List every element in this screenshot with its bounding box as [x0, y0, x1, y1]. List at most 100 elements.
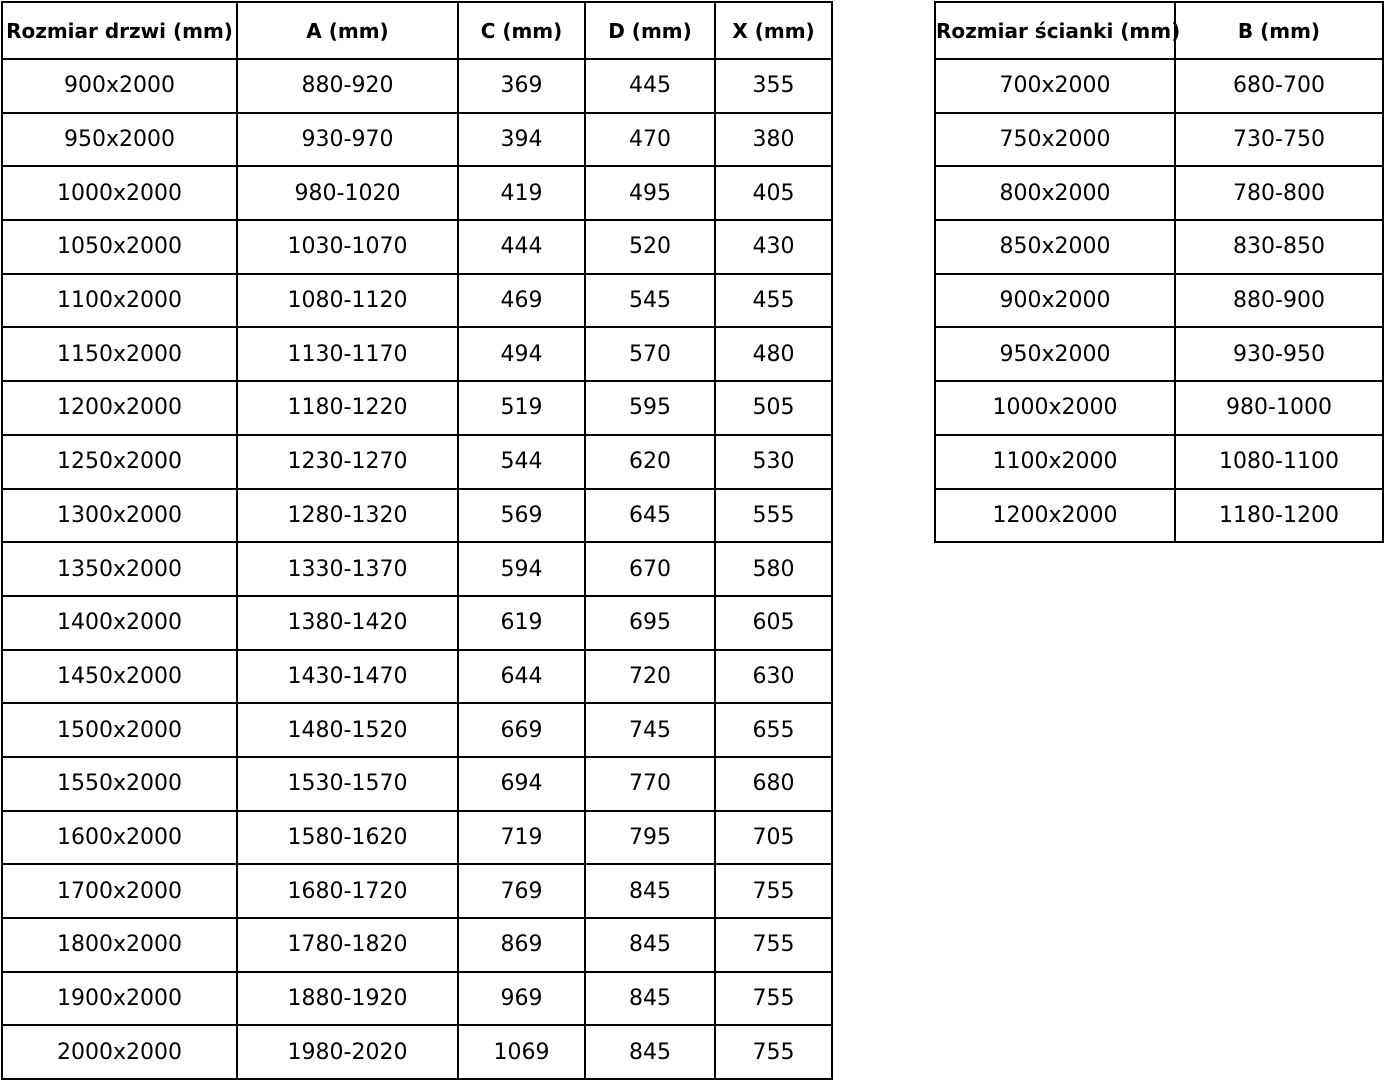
table-row: 1250x2000 1230-1270 544 620 530: [1, 433, 833, 490]
table-row: 900x2000 880-900: [934, 272, 1384, 329]
cell-c: 769: [457, 863, 586, 919]
cell-size: 900x2000: [1, 58, 238, 114]
cell-a: 1380-1420: [236, 594, 459, 651]
door-table-body: 900x2000 880-920 369 445 355 950x2000 930-970 3…: [1, 58, 833, 1081]
cell-b: 780-800: [1174, 165, 1384, 222]
cell-x: 605: [714, 594, 833, 651]
column-header-c: C (mm): [457, 1, 586, 60]
cell-x: 355: [714, 58, 833, 114]
cell-x: 630: [714, 648, 833, 705]
cell-d: 520: [584, 219, 716, 275]
cell-x: 755: [714, 970, 833, 1027]
cell-x: 405: [714, 165, 833, 222]
cell-a: 1580-1620: [236, 809, 459, 866]
cell-c: 694: [457, 755, 586, 812]
cell-size: 1300x2000: [1, 487, 238, 544]
column-header-x: X (mm): [714, 1, 833, 60]
cell-c: 719: [457, 809, 586, 866]
cell-a: 1480-1520: [236, 702, 459, 758]
table-header-row: Rozmiar drzwi (mm) A (mm) C (mm) D (mm) …: [1, 1, 833, 60]
cell-c: 544: [457, 433, 586, 490]
cell-size: 1200x2000: [934, 487, 1176, 544]
cell-d: 695: [584, 594, 716, 651]
cell-x: 455: [714, 272, 833, 329]
cell-a: 1080-1120: [236, 272, 459, 329]
column-header-b: B (mm): [1174, 1, 1384, 60]
cell-b: 1180-1200: [1174, 487, 1384, 544]
cell-a: 1330-1370: [236, 541, 459, 597]
cell-c: 469: [457, 272, 586, 329]
cell-x: 655: [714, 702, 833, 758]
cell-a: 980-1020: [236, 165, 459, 222]
cell-c: 369: [457, 58, 586, 114]
table-row: 1700x2000 1680-1720 769 845 755: [1, 863, 833, 919]
cell-size: 1500x2000: [1, 702, 238, 758]
cell-a: 1280-1320: [236, 487, 459, 544]
wall-table-head: Rozmiar ścianki (mm) B (mm): [934, 1, 1384, 60]
table-row: 1800x2000 1780-1820 869 845 755: [1, 917, 833, 973]
cell-d: 545: [584, 272, 716, 329]
cell-size: 1550x2000: [1, 755, 238, 812]
table-row: 950x2000 930-970 394 470 380: [1, 111, 833, 168]
table-row: 2000x2000 1980-2020 1069 845 755: [1, 1024, 833, 1081]
cell-b: 930-950: [1174, 326, 1384, 383]
cell-x: 530: [714, 433, 833, 490]
cell-a: 1230-1270: [236, 433, 459, 490]
cell-size: 1400x2000: [1, 594, 238, 651]
cell-size: 1000x2000: [1, 165, 238, 222]
cell-b: 680-700: [1174, 58, 1384, 114]
cell-d: 620: [584, 433, 716, 490]
cell-size: 1800x2000: [1, 917, 238, 973]
cell-a: 1680-1720: [236, 863, 459, 919]
cell-c: 594: [457, 541, 586, 597]
table-row: 1200x2000 1180-1220 519 595 505: [1, 380, 833, 436]
table-row: 1150x2000 1130-1170 494 570 480: [1, 326, 833, 383]
cell-c: 1069: [457, 1024, 586, 1081]
column-header-wall-size: Rozmiar ścianki (mm): [934, 1, 1180, 60]
cell-c: 569: [457, 487, 586, 544]
table-row: 1450x2000 1430-1470 644 720 630: [1, 648, 833, 705]
cell-c: 494: [457, 326, 586, 383]
table-row: 800x2000 780-800: [934, 165, 1384, 222]
cell-x: 580: [714, 541, 833, 597]
cell-x: 505: [714, 380, 833, 436]
cell-a: 1180-1220: [236, 380, 459, 436]
cell-d: 770: [584, 755, 716, 812]
table-row: 750x2000 730-750: [934, 111, 1384, 168]
cell-c: 519: [457, 380, 586, 436]
table-row: 1350x2000 1330-1370 594 670 580: [1, 541, 833, 597]
cell-size: 2000x2000: [1, 1024, 238, 1081]
table-row: 850x2000 830-850: [934, 219, 1384, 275]
cell-size: 800x2000: [934, 165, 1176, 222]
cell-c: 969: [457, 970, 586, 1027]
cell-size: 950x2000: [1, 111, 238, 168]
cell-c: 444: [457, 219, 586, 275]
cell-a: 930-970: [236, 111, 459, 168]
table-row: 1100x2000 1080-1120 469 545 455: [1, 272, 833, 329]
cell-d: 720: [584, 648, 716, 705]
cell-d: 595: [584, 380, 716, 436]
cell-x: 755: [714, 917, 833, 973]
cell-d: 645: [584, 487, 716, 544]
cell-size: 1700x2000: [1, 863, 238, 919]
cell-d: 570: [584, 326, 716, 383]
cell-d: 845: [584, 863, 716, 919]
table-row: 1050x2000 1030-1070 444 520 430: [1, 219, 833, 275]
cell-d: 845: [584, 1024, 716, 1081]
wall-table-body: 700x2000 680-700 750x2000 730-750 800x2000 78…: [934, 58, 1384, 544]
cell-x: 755: [714, 1024, 833, 1081]
wall-size-table: Rozmiar ścianki (mm) B (mm) 700x2000 680-…: [934, 1, 1384, 544]
cell-b: 880-900: [1174, 272, 1384, 329]
cell-x: 480: [714, 326, 833, 383]
cell-b: 830-850: [1174, 219, 1384, 275]
cell-d: 445: [584, 58, 716, 114]
column-header-a: A (mm): [236, 1, 459, 60]
cell-b: 730-750: [1174, 111, 1384, 168]
cell-a: 1430-1470: [236, 648, 459, 705]
table-row: 1100x2000 1080-1100: [934, 433, 1384, 490]
cell-size: 1450x2000: [1, 648, 238, 705]
cell-size: 750x2000: [934, 111, 1176, 168]
cell-d: 470: [584, 111, 716, 168]
cell-c: 619: [457, 594, 586, 651]
cell-size: 1600x2000: [1, 809, 238, 866]
